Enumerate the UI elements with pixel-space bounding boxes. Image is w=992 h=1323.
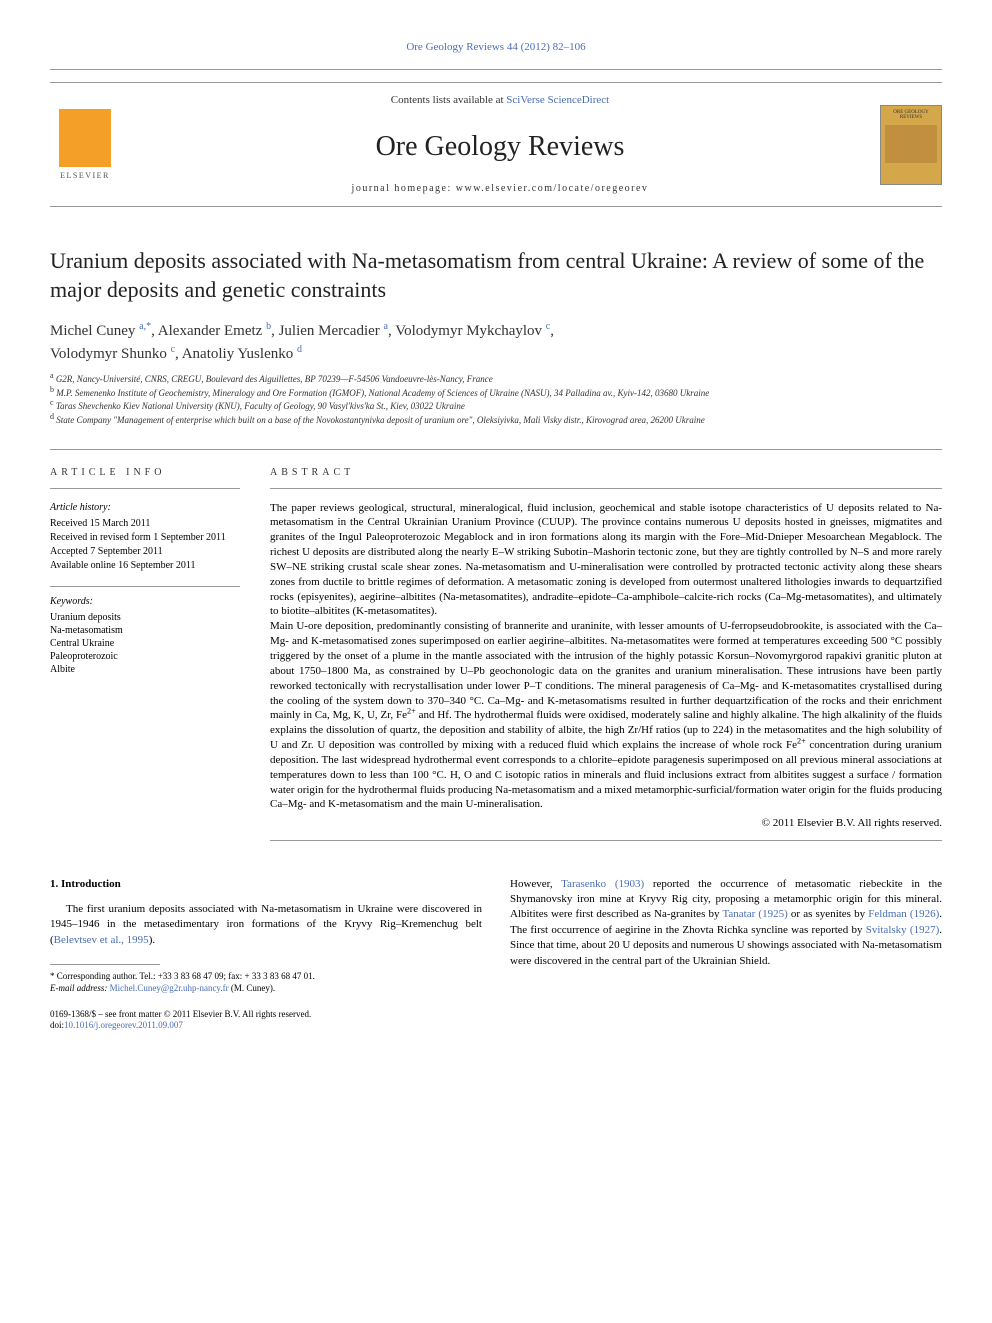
abstract-text: The paper reviews geological, structural…: [270, 501, 942, 813]
copyright-line: © 2011 Elsevier B.V. All rights reserved…: [270, 816, 942, 840]
banner-center: Contents lists available at SciVerse Sci…: [120, 93, 880, 196]
info-abstract-row: ARTICLE INFO Article history: Received 1…: [50, 449, 942, 841]
article-title: Uranium deposits associated with Na-meta…: [50, 247, 942, 304]
left-column: 1. Introduction The first uranium deposi…: [50, 877, 482, 1032]
cover-image-placeholder: [885, 125, 937, 163]
author-sep: ,: [550, 323, 554, 339]
elsevier-label: ELSEVIER: [60, 170, 110, 181]
divider: [50, 69, 942, 70]
affiliation-d: d State Company "Management of enterpris…: [50, 414, 942, 427]
abstract-heading: ABSTRACT: [270, 466, 942, 489]
doi-link[interactable]: 10.1016/j.oregeorev.2011.09.007: [64, 1020, 183, 1030]
keyword: Uranium deposits: [50, 611, 240, 624]
elsevier-logo: ELSEVIER: [50, 105, 120, 185]
corr-email: E-mail address: Michel.Cuney@g2r.uhp-nan…: [50, 983, 482, 995]
keyword: Central Ukraine: [50, 637, 240, 650]
contents-text: Contents lists available at: [391, 94, 506, 106]
author-name: , Volodymyr Mykchaylov: [388, 323, 546, 339]
keyword: Albite: [50, 663, 240, 676]
affiliations: a G2R, Nancy-Université, CNRS, CREGU, Bo…: [50, 373, 942, 426]
keyword: Na-metasomatism: [50, 624, 240, 637]
keyword: Paleoproterozoic: [50, 650, 240, 663]
intro-p1-cont: However, Tarasenko (1903) reported the o…: [510, 877, 942, 969]
citation-link[interactable]: Tanatar (1925): [722, 908, 787, 920]
online-date: Available online 16 September 2011: [50, 559, 240, 572]
abstract-p1: The paper reviews geological, structural…: [270, 501, 942, 620]
corresponding-footnote: * Corresponding author. Tel.: +33 3 83 6…: [50, 971, 482, 994]
corr-tel-fax: * Corresponding author. Tel.: +33 3 83 6…: [50, 971, 482, 983]
doi-line: doi:10.1016/j.oregeorev.2011.09.007: [50, 1020, 482, 1032]
received-date: Received 15 March 2011: [50, 517, 240, 530]
author-name: Michel Cuney: [50, 323, 139, 339]
author-name: , Alexander Emetz: [151, 323, 266, 339]
affiliation-c: c Taras Shevchenko Kiev National Univers…: [50, 400, 942, 413]
author-name: , Anatoliy Yuslenko: [175, 346, 297, 362]
citation-header: Ore Geology Reviews 44 (2012) 82–106: [50, 40, 942, 55]
citation-link[interactable]: Svitalsky (1927): [866, 924, 940, 936]
issn-line: 0169-1368/$ – see front matter © 2011 El…: [50, 1009, 482, 1021]
affil-sup: d: [297, 344, 302, 355]
body-columns: 1. Introduction The first uranium deposi…: [50, 877, 942, 1032]
journal-homepage: journal homepage: www.elsevier.com/locat…: [120, 182, 880, 196]
contents-line: Contents lists available at SciVerse Sci…: [120, 93, 880, 108]
abstract-p2: Main U-ore deposition, predominantly con…: [270, 619, 942, 812]
authors-list: Michel Cuney a,*, Alexander Emetz b, Jul…: [50, 320, 942, 365]
citation-link[interactable]: Belevtsev et al., 1995: [54, 934, 149, 946]
author-name: , Julien Mercadier: [271, 323, 383, 339]
cover-title: ORE GEOLOGY REVIEWS: [885, 110, 937, 121]
sciencedirect-link[interactable]: SciVerse ScienceDirect: [506, 94, 609, 106]
journal-banner: ELSEVIER Contents lists available at Sci…: [50, 82, 942, 207]
abstract-column: ABSTRACT The paper reviews geological, s…: [270, 466, 942, 841]
history-label: Article history:: [50, 501, 240, 515]
email-link[interactable]: Michel.Cuney@g2r.uhp-nancy.fr: [110, 983, 229, 993]
citation-link[interactable]: Tarasenko (1903): [561, 878, 644, 890]
author-name: Volodymyr Shunko: [50, 346, 171, 362]
intro-heading: 1. Introduction: [50, 877, 482, 892]
right-column: However, Tarasenko (1903) reported the o…: [510, 877, 942, 1032]
citation-link[interactable]: Feldman (1926): [868, 908, 939, 920]
article-info-column: ARTICLE INFO Article history: Received 1…: [50, 466, 240, 841]
article-info-heading: ARTICLE INFO: [50, 466, 240, 489]
affiliation-b: b M.P. Semenenko Institute of Geochemist…: [50, 387, 942, 400]
accepted-date: Accepted 7 September 2011: [50, 545, 240, 558]
affiliation-a: a G2R, Nancy-Université, CNRS, CREGU, Bo…: [50, 373, 942, 386]
bottom-meta: 0169-1368/$ – see front matter © 2011 El…: [50, 1009, 482, 1032]
journal-cover-thumbnail: ORE GEOLOGY REVIEWS: [880, 105, 942, 185]
footnote-divider: [50, 964, 160, 965]
intro-p1: The first uranium deposits associated wi…: [50, 902, 482, 948]
revised-date: Received in revised form 1 September 201…: [50, 531, 240, 544]
journal-name: Ore Geology Reviews: [120, 127, 880, 166]
keywords-label: Keywords:: [50, 586, 240, 609]
elsevier-tree-icon: [59, 109, 111, 167]
